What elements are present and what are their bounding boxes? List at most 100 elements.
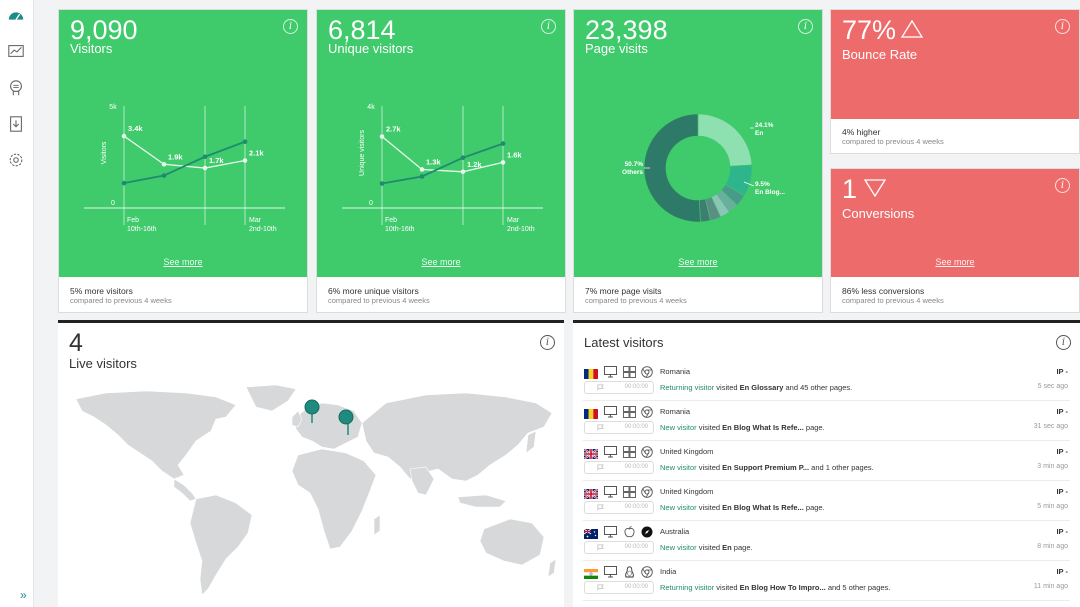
session-time: 00:00:00 [624, 584, 648, 590]
visitor-country: Romania [660, 407, 691, 416]
visitor-row[interactable]: Australia IP - 00:00:00 New visitor visited… [583, 521, 1070, 561]
info-icon[interactable]: i [540, 335, 555, 350]
data-point[interactable] [242, 158, 248, 163]
data-label: 1.3k [426, 157, 441, 166]
conversions-value: 1 [842, 174, 858, 204]
visit-time-ago: 3 min ago [1037, 463, 1068, 470]
expand-sidebar-icon[interactable]: » [20, 588, 27, 602]
data-point[interactable] [121, 133, 127, 139]
slice-label: 9.5% [755, 181, 770, 188]
unique-visitors-line-chart: 4k 0 Unique visitors Feb 10th-16th Mar 2nd-10t… [342, 104, 543, 233]
y-tick-label: 0 [111, 200, 115, 207]
unique-visitors-see-more-link[interactable]: See more [421, 257, 461, 267]
data-point[interactable] [379, 134, 385, 139]
madagascar-shape [373, 514, 381, 536]
slice-label: En [755, 130, 763, 137]
x-tick-label: 10th-16th [385, 226, 415, 233]
visitor-row[interactable]: United Kingdom IP - 00:00:00 New visitor vi… [583, 481, 1070, 521]
visitor-type-link[interactable]: New visitor [660, 423, 697, 432]
data-point[interactable] [379, 181, 385, 186]
visitor-type-link[interactable]: New visitor [660, 463, 697, 472]
data-label: 3.4k [128, 124, 143, 133]
visitor-country: United Kingdom [660, 447, 714, 456]
info-icon[interactable]: i [1055, 178, 1070, 193]
data-point[interactable] [419, 174, 425, 179]
unique-visitors-value: 6,814 [328, 15, 396, 45]
download-report-icon[interactable] [6, 114, 26, 134]
donut-slice[interactable] [643, 113, 701, 223]
dashboard-icon[interactable] [6, 6, 26, 26]
chrome-icon [641, 485, 654, 498]
analytics-icon[interactable] [6, 41, 26, 61]
unique-visitors-card-body: 6,814 Unique visitors i 4k 0 Unique visito… [317, 10, 565, 277]
data-point[interactable] [202, 165, 208, 171]
visited-text: visited [714, 383, 740, 392]
page-visits-change: 7% more page visits [585, 286, 662, 296]
desktop-icon [604, 365, 617, 378]
visitors-see-more-link[interactable]: See more [163, 257, 203, 267]
visited-page[interactable]: En Blog What Is Refe... [722, 423, 804, 432]
session-time: 00:00:00 [624, 424, 648, 430]
data-label: 1.2k [467, 160, 482, 169]
visitor-row[interactable]: United Kingdom IP - 00:00:00 New visitor vi… [583, 441, 1070, 481]
data-point[interactable] [202, 154, 208, 160]
page-visits-card-body: 23,398 Page visits i 24.1% En 9.5% En Blog.… [574, 10, 822, 277]
info-icon[interactable]: i [1055, 19, 1070, 34]
visit-time-ago: 11 min ago [1033, 583, 1068, 590]
donut-slice[interactable] [697, 113, 753, 167]
data-point[interactable] [242, 139, 248, 145]
visitor-pin[interactable] [338, 409, 354, 435]
settings-icon[interactable] [6, 150, 26, 170]
visitor-type-link[interactable]: New visitor [660, 543, 697, 552]
visited-page[interactable]: En [722, 543, 732, 552]
bounce-rate-value: 77% [842, 15, 897, 45]
visitors-label: Visitors [70, 41, 113, 56]
conversions-see-more-link[interactable]: See more [935, 257, 975, 267]
visitor-type-link[interactable]: New visitor [660, 503, 697, 512]
bounce-rate-change: 4% higher [842, 127, 881, 137]
visited-page[interactable]: En Glossary [739, 383, 784, 392]
conversions-label: Conversions [842, 206, 915, 221]
visitor-profile-icon[interactable] [6, 78, 26, 98]
info-icon[interactable]: i [1056, 335, 1071, 350]
visited-page[interactable]: En Blog How To Impro... [739, 583, 826, 592]
visited-extra: and 1 other pages. [809, 463, 874, 472]
data-point[interactable] [121, 180, 127, 186]
session-time-box: 00:00:00 [584, 581, 654, 594]
visited-page[interactable]: En Support Premium P... [722, 463, 810, 472]
y-tick-label: 4k [367, 104, 375, 111]
apple-icon [623, 525, 636, 538]
info-icon[interactable]: i [541, 19, 556, 34]
new-zealand-shape [547, 558, 556, 578]
data-point[interactable] [460, 155, 466, 160]
visitor-row[interactable]: India IP - 00:00:00 Returning visitor visit… [583, 561, 1070, 601]
bounce-rate-label: Bounce Rate [842, 47, 918, 62]
desktop-icon [604, 565, 617, 578]
session-time-box: 00:00:00 [584, 501, 654, 514]
data-label: 1.9k [168, 152, 183, 161]
flag-outline-icon [597, 544, 604, 553]
windows-icon [623, 365, 636, 378]
visitor-activity: New visitor visited En Support Premium P… [660, 463, 874, 472]
visitor-type-link[interactable]: Returning visitor [660, 383, 715, 392]
visitor-row[interactable]: Romania IP - 00:00:00 Returning visitor vis… [583, 361, 1070, 401]
data-point[interactable] [161, 161, 167, 167]
world-map[interactable] [66, 383, 556, 603]
indonesia-shape [457, 494, 507, 508]
visitors-card: 9,090 Visitors i 5k 0 Visitors Feb 10th-16th… [58, 9, 308, 313]
visitor-type-link[interactable]: Returning visitor [660, 583, 715, 592]
data-point[interactable] [161, 173, 167, 178]
flag-outline-icon [597, 504, 604, 513]
visitor-row[interactable]: Romania IP - 00:00:00 New visitor visited E… [583, 401, 1070, 441]
unique-visitors-label: Unique visitors [328, 41, 414, 56]
data-point[interactable] [500, 160, 506, 165]
visited-page[interactable]: En Blog What Is Refe... [722, 503, 804, 512]
data-point[interactable] [419, 167, 425, 172]
info-icon[interactable]: i [283, 19, 298, 34]
visitor-pin[interactable] [304, 399, 320, 423]
page-visits-see-more-link[interactable]: See more [678, 257, 718, 267]
data-point[interactable] [460, 169, 466, 175]
data-point[interactable] [500, 141, 506, 146]
info-icon[interactable]: i [798, 19, 813, 34]
latest-visitors-title: Latest visitors [584, 335, 664, 350]
